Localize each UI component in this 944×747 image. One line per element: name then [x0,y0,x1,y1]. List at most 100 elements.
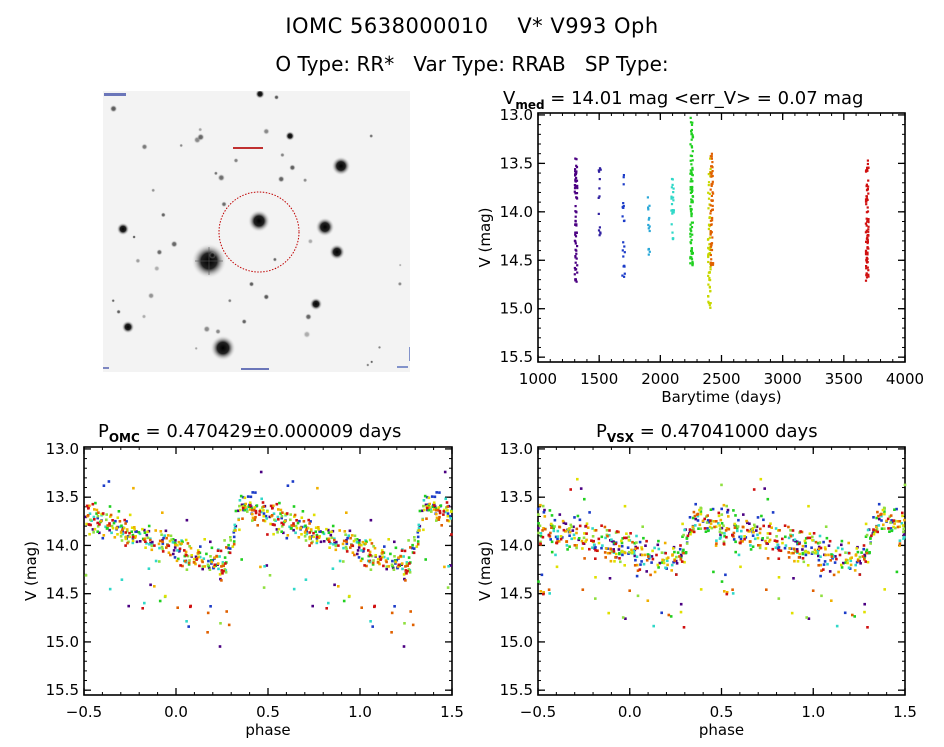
star [116,309,122,315]
data-point [238,504,241,508]
data-point [417,526,421,530]
data-point [681,522,684,526]
data-point [244,506,247,509]
data-point [537,526,540,530]
data-point [548,509,552,512]
data-point [403,622,406,625]
data-point [349,536,352,540]
data-point [829,559,832,562]
data-point [591,535,595,538]
data-point [824,553,827,557]
data-point [348,529,352,533]
data-point [396,566,399,570]
data-point [749,548,753,551]
data-point [832,573,836,577]
data-point [371,563,375,566]
data-point [793,538,797,541]
data-point [614,542,618,546]
x-tick-label: 0.5 [710,703,734,721]
data-point [867,225,870,228]
data-point [625,532,628,535]
data-point [345,547,348,551]
data-point [162,536,165,540]
data-point [164,594,167,598]
data-point [581,542,585,545]
data-point [408,571,412,574]
data-point [865,276,869,279]
data-point [442,513,445,516]
data-point [691,134,694,137]
data-point [647,253,650,256]
data-point [416,535,420,539]
data-point [233,523,237,527]
data-point [709,306,712,309]
data-point [88,504,91,508]
data-point [368,538,372,542]
data-point [443,565,446,569]
data-point [277,508,280,511]
data-point [679,544,682,547]
data-point [184,550,188,554]
data-point [672,187,675,190]
data-point [761,537,764,540]
data-point [699,507,703,510]
data-point [631,551,634,554]
data-point [696,512,700,516]
data-point [745,519,748,523]
data-point [631,540,634,544]
data-point [864,560,867,563]
data-point [722,503,726,507]
data-point [764,539,767,543]
data-point [203,538,206,541]
data-point [887,527,890,530]
data-point [854,563,857,567]
data-point [825,536,829,540]
data-point [796,551,799,554]
data-point [315,536,319,540]
data-point [413,539,416,542]
data-point [672,560,675,564]
star [135,258,141,264]
data-point [731,592,735,595]
data-point [188,545,191,548]
data-point [209,540,212,544]
data-point [537,580,540,583]
data-point [295,526,299,530]
data-point [318,535,321,538]
data-point [418,509,422,513]
data-point [633,564,637,567]
data-point [224,562,227,565]
data-point [262,519,265,522]
data-point [693,514,697,518]
data-point [708,277,711,280]
data-point [615,530,619,533]
data-point [552,529,556,533]
data-point [435,512,438,516]
data-point [866,261,869,264]
data-point [864,222,867,225]
data-point [674,559,678,563]
data-point [708,243,711,246]
data-point [328,546,331,549]
data-point [254,509,258,513]
data-point [699,512,703,516]
data-point [633,554,637,558]
data-point [225,546,228,549]
data-point [556,535,560,538]
data-point [709,522,713,525]
data-point [434,507,438,510]
y-axis-label: V (mag) [476,207,494,267]
data-point [796,550,799,553]
data-point [234,529,237,532]
data-point [642,536,645,540]
data-point [312,535,315,539]
data-point [872,528,875,531]
data-point [706,527,709,530]
data-point [575,158,578,161]
data-point [348,594,351,598]
data-point [717,511,721,515]
data-point [241,517,244,520]
data-point [232,542,236,546]
data-point [781,537,784,541]
data-point [707,246,710,249]
